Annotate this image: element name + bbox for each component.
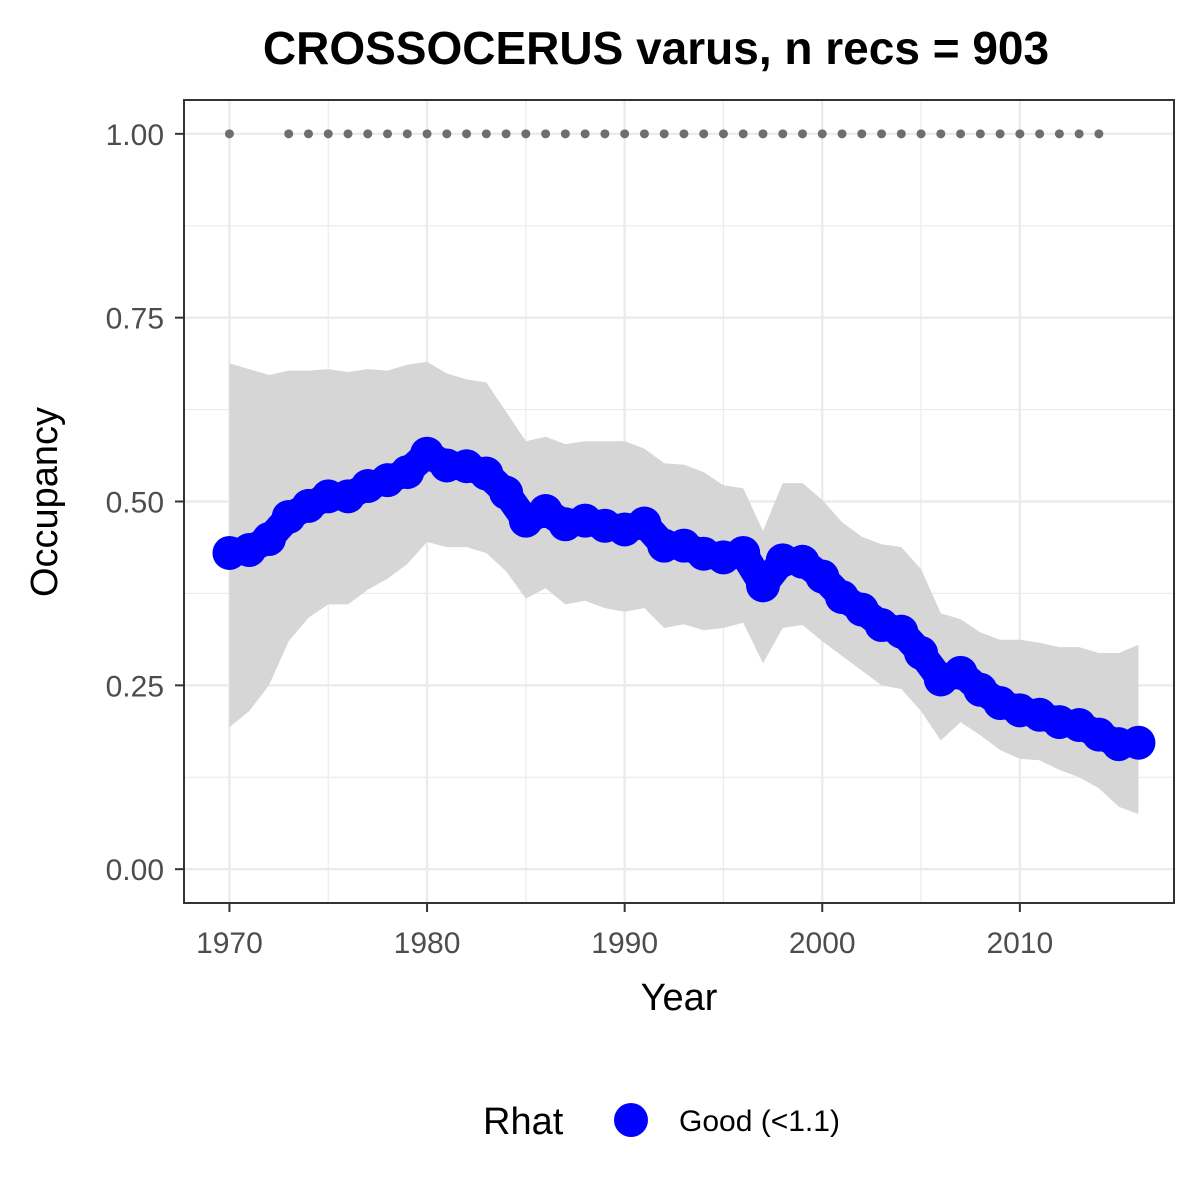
occupancy-point-1996 [726, 535, 761, 570]
record-dot-1991 [639, 129, 649, 139]
record-dot-2013 [1074, 129, 1084, 139]
record-dot-1975 [323, 129, 333, 139]
record-dot-1999 [798, 129, 808, 139]
legend-key-good [614, 1103, 648, 1137]
record-dot-2001 [837, 129, 847, 139]
x-axis: 1970 1980 1990 2000 2010 [196, 903, 1053, 960]
record-dot-1976 [343, 129, 353, 139]
x-tick-label-2010: 2010 [986, 927, 1053, 960]
record-dot-1985 [521, 129, 531, 139]
record-dot-1989 [600, 129, 610, 139]
record-dot-2002 [857, 129, 867, 139]
record-dot-1995 [718, 129, 728, 139]
records-layer [224, 129, 1104, 139]
record-dot-2012 [1054, 129, 1064, 139]
chart-title: CROSSOCERUS varus, n recs = 903 [263, 22, 1049, 74]
points-layer [212, 436, 1156, 762]
record-dot-2009 [995, 129, 1005, 139]
record-dot-2010 [1015, 129, 1025, 139]
x-tick-label-2000: 2000 [789, 927, 856, 960]
occupancy-point-1997 [745, 568, 780, 603]
x-tick-label-1970: 1970 [196, 927, 263, 960]
record-dot-1996 [738, 129, 748, 139]
record-dot-1977 [363, 129, 373, 139]
record-dot-1983 [481, 129, 491, 139]
record-dot-1988 [580, 129, 590, 139]
record-dot-1992 [659, 129, 669, 139]
record-dot-2008 [975, 129, 985, 139]
record-dot-1993 [679, 129, 689, 139]
record-dot-1982 [462, 129, 472, 139]
y-tick-label-1.00: 1.00 [106, 119, 164, 152]
record-dot-1994 [699, 129, 709, 139]
record-dot-2006 [936, 129, 946, 139]
legend-title: Rhat [483, 1101, 564, 1143]
record-dot-2005 [916, 129, 926, 139]
record-dot-1970 [224, 129, 234, 139]
y-tick-label-0.50: 0.50 [106, 487, 164, 520]
occupancy-point-2016 [1121, 725, 1156, 760]
x-axis-title: Year [641, 977, 718, 1019]
occupancy-point-2005 [904, 635, 939, 670]
y-axis: 0.00 0.25 0.50 0.75 1.00 [106, 119, 184, 887]
record-dot-2011 [1035, 129, 1045, 139]
y-axis-title: Occupancy [24, 407, 66, 597]
record-dot-1987 [560, 129, 570, 139]
y-tick-label-0.25: 0.25 [106, 670, 164, 703]
record-dot-1997 [758, 129, 768, 139]
record-dot-1973 [284, 129, 294, 139]
record-dot-1986 [541, 129, 551, 139]
record-dot-1981 [442, 129, 452, 139]
record-dot-1990 [620, 129, 630, 139]
legend-label-good: Good (<1.1) [679, 1105, 840, 1138]
occupancy-point-1972 [251, 522, 286, 557]
record-dot-1998 [778, 129, 788, 139]
record-dot-2003 [877, 129, 887, 139]
occupancy-point-1984 [489, 475, 524, 510]
record-dot-2004 [896, 129, 906, 139]
record-dot-1978 [383, 129, 393, 139]
y-tick-label-0.75: 0.75 [106, 303, 164, 336]
x-tick-label-1980: 1980 [394, 927, 461, 960]
record-dot-1979 [402, 129, 412, 139]
legend: Rhat Good (<1.1) [483, 1101, 840, 1143]
record-dot-1980 [422, 129, 432, 139]
record-dot-1984 [501, 129, 511, 139]
y-tick-label-0.00: 0.00 [106, 854, 164, 887]
occupancy-point-1991 [627, 506, 662, 541]
occupancy-point-2004 [884, 614, 919, 649]
record-dot-1974 [303, 129, 313, 139]
record-dot-2014 [1094, 129, 1104, 139]
x-tick-label-1990: 1990 [591, 927, 658, 960]
record-dot-2000 [817, 129, 827, 139]
record-dot-2007 [956, 129, 966, 139]
